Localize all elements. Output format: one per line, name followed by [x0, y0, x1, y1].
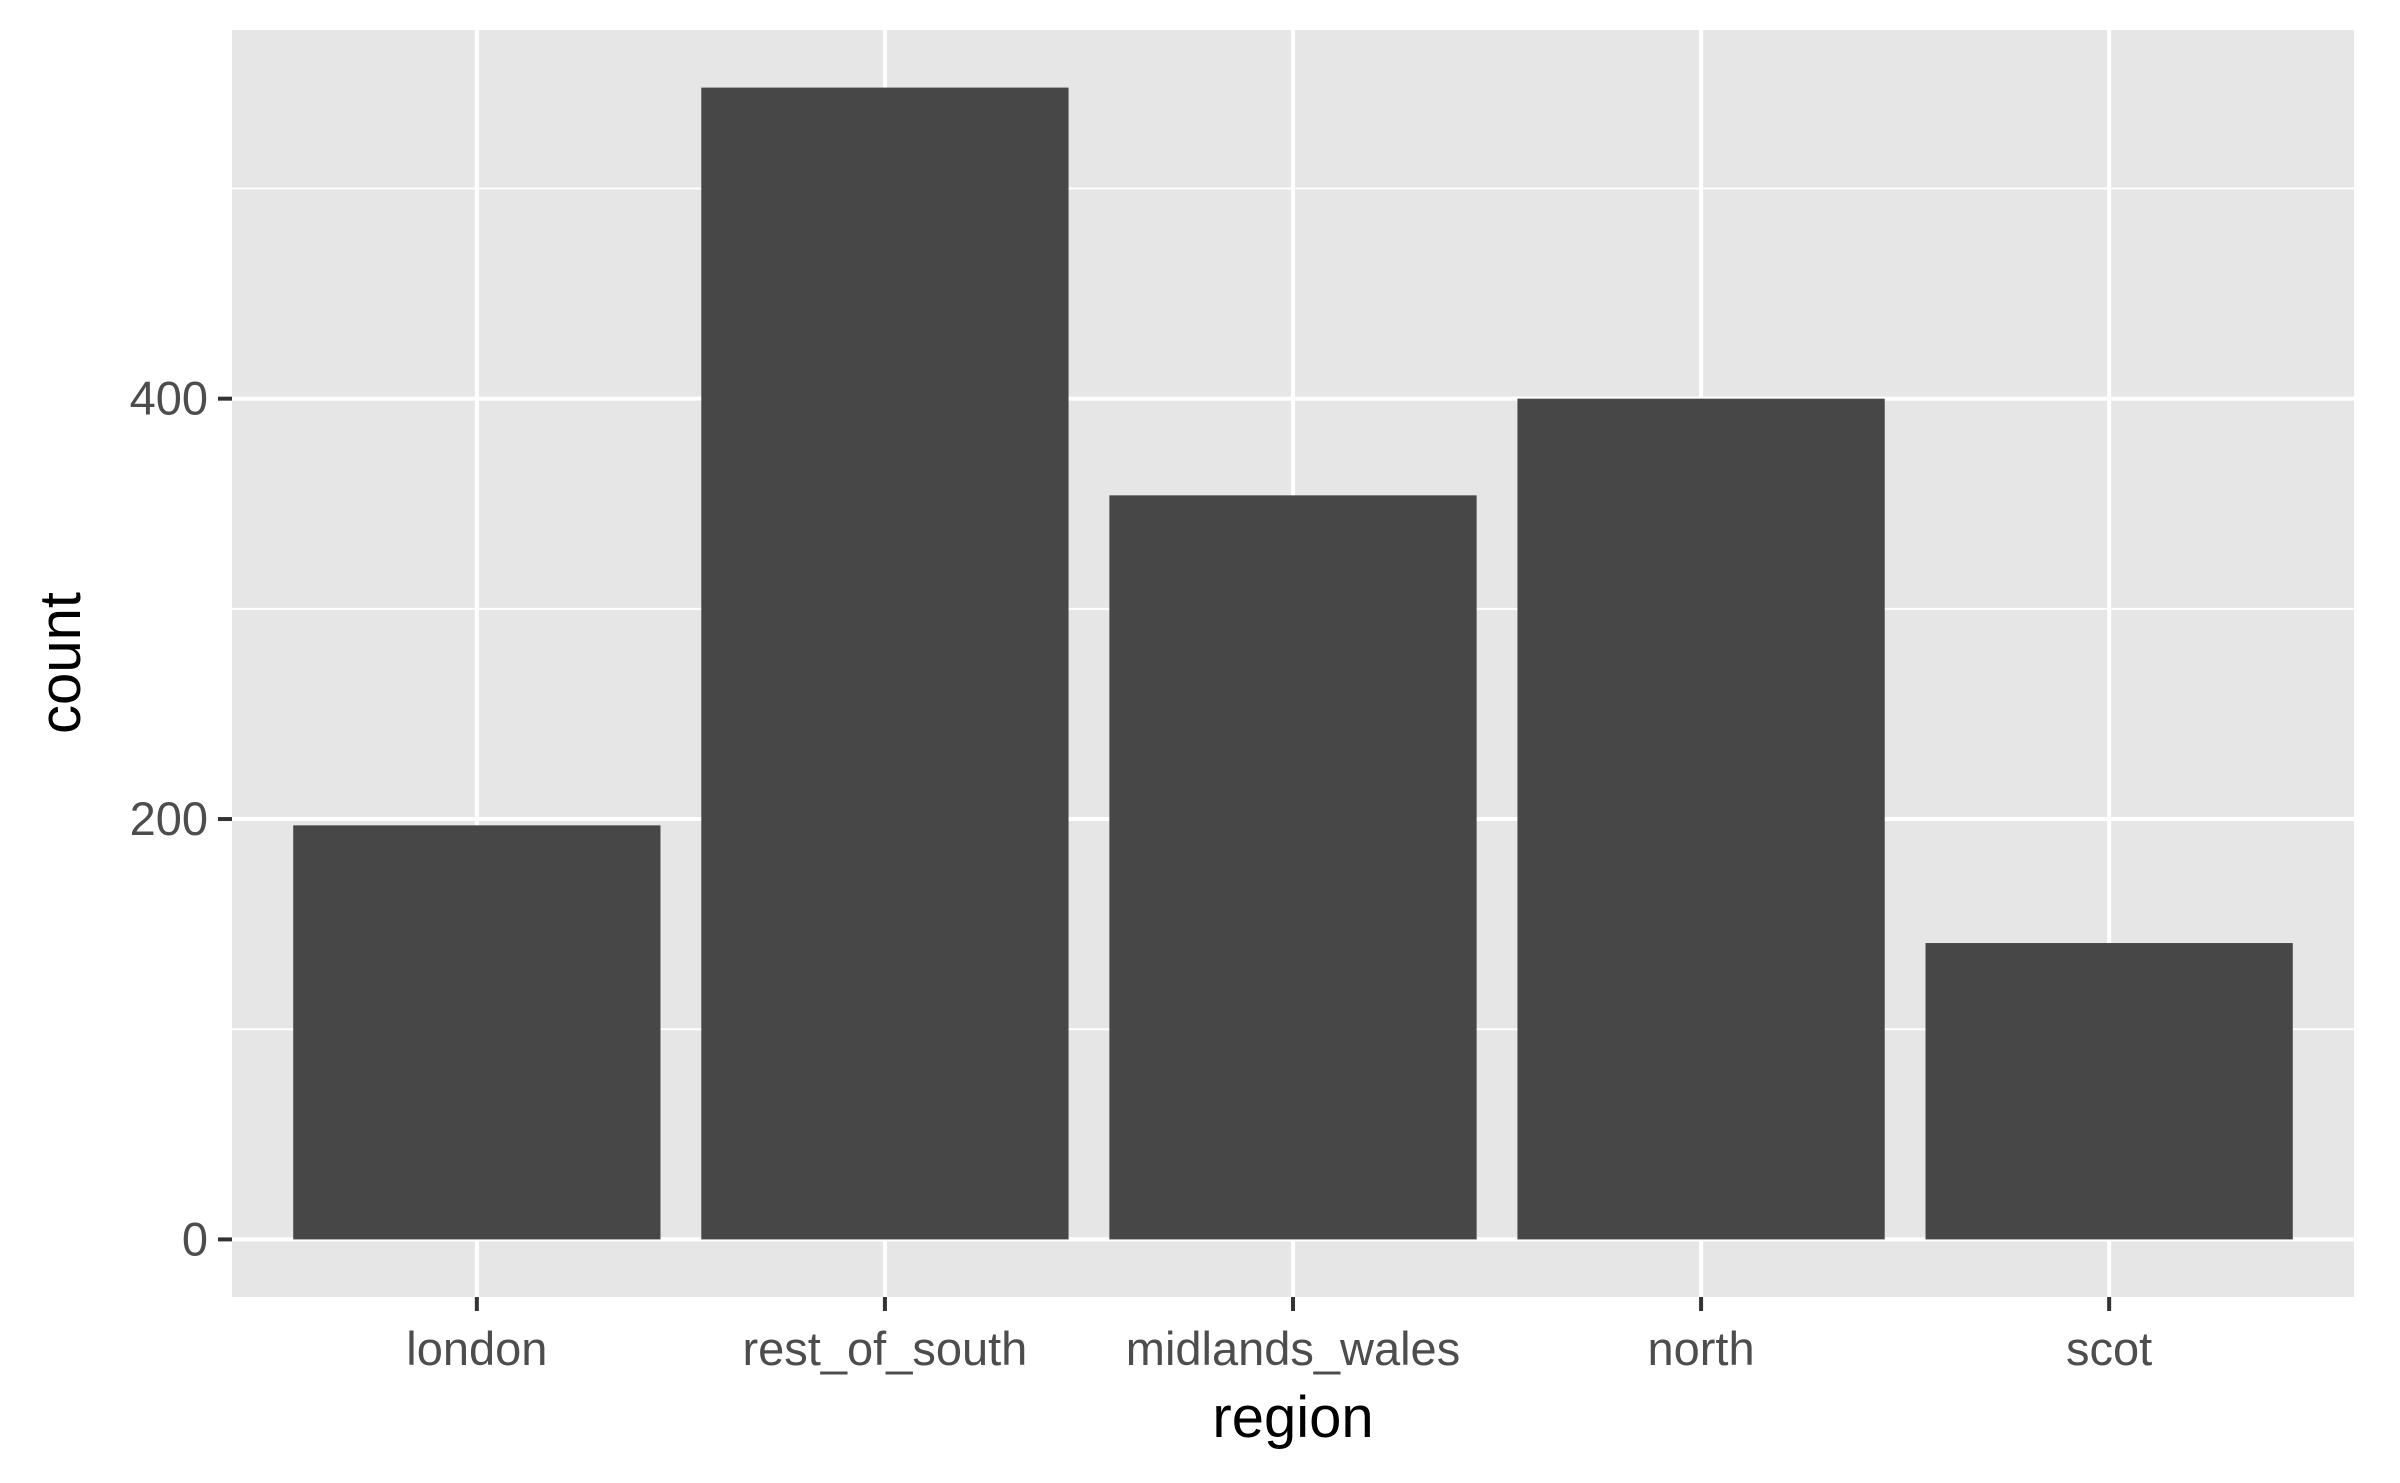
- bar-london: [293, 825, 661, 1240]
- bar-midlands-wales: [1109, 495, 1477, 1240]
- x-axis: london rest_of_south midlands_wales north sc…: [406, 1297, 2152, 1375]
- y-tick-label: 400: [130, 372, 208, 425]
- x-tick-label: midlands_wales: [1126, 1322, 1460, 1375]
- bar-scot: [1925, 943, 2293, 1240]
- x-tick-label: rest_of_south: [743, 1322, 1028, 1375]
- x-tick-label: scot: [2066, 1322, 2152, 1375]
- bar-north: [1517, 398, 1885, 1240]
- x-tick-label: london: [406, 1322, 547, 1375]
- y-axis: 0 200 400: [130, 372, 232, 1265]
- x-axis-title: region: [1212, 1385, 1373, 1450]
- y-tick-label: 200: [130, 792, 208, 845]
- y-tick-label: 0: [182, 1212, 208, 1265]
- bars: [293, 87, 2293, 1240]
- bar-rest-of-south: [701, 87, 1069, 1240]
- x-tick-label: north: [1648, 1322, 1755, 1375]
- y-axis-title: count: [28, 592, 93, 734]
